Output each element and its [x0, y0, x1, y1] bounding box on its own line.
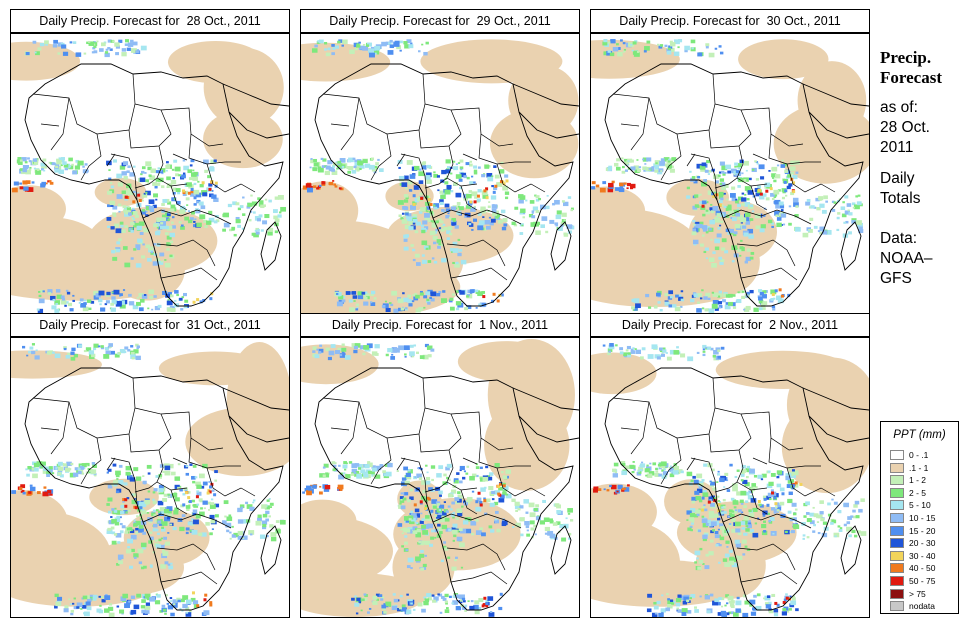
legend-swatch: [890, 500, 904, 511]
as-of-date: as of: 28 Oct. 2011: [880, 98, 965, 158]
legend-swatch: [890, 475, 904, 486]
legend-label: 30 - 40: [909, 550, 936, 561]
rain-layer: [593, 343, 867, 617]
legend-swatch: [890, 513, 904, 523]
forecast-panel-31-oct: Daily Precip. Forecast for 31 Oct., 2011: [10, 313, 290, 619]
country-borders: [604, 63, 869, 307]
data-source-name: NOAA–: [880, 250, 933, 267]
data-source-name: GFS: [880, 270, 912, 287]
legend-label: 0 - .1: [909, 450, 929, 460]
legend-label: 10 - 15: [909, 513, 936, 523]
forecast-panel-29-oct: Daily Precip. Forecast for 29 Oct., 2011: [300, 9, 580, 315]
as-of-day: 28 Oct.: [880, 119, 930, 136]
forecast-panel-1-nov: Daily Precip. Forecast for 1 Nov., 2011: [300, 313, 580, 619]
forecast-heading: Precip. Forecast: [880, 48, 965, 88]
data-source-label: Data:: [880, 230, 918, 247]
legend-swatch: [890, 563, 904, 574]
legend-label: nodata: [909, 601, 935, 612]
legend-swatch: [890, 588, 904, 599]
forecast-panel-2-nov: Daily Precip. Forecast for 2 Nov., 2011: [590, 313, 870, 619]
drizzle-layer: [591, 350, 869, 607]
country-borders: [24, 63, 289, 307]
data-source: Data: NOAA– GFS: [880, 229, 965, 289]
legend-swatch: [890, 601, 904, 612]
country-borders: [314, 367, 579, 611]
legend-swatch: [890, 538, 904, 549]
rain-layer: [11, 343, 286, 617]
legend-label: 20 - 30: [909, 538, 936, 549]
totals-line: Daily: [880, 170, 915, 187]
legend-swatch: [890, 550, 904, 561]
panel-title: Daily Precip. Forecast for 30 Oct., 2011: [590, 9, 870, 33]
heading-line: Precip.: [880, 48, 932, 67]
country-borders: [24, 367, 289, 611]
legend-label: > 75: [909, 588, 926, 599]
panel-title: Daily Precip. Forecast for 28 Oct., 2011: [10, 9, 290, 33]
panel-title: Daily Precip. Forecast for 31 Oct., 2011: [10, 313, 290, 337]
legend-label: 15 - 20: [909, 525, 936, 536]
forecast-panel-30-oct: Daily Precip. Forecast for 30 Oct., 2011: [590, 9, 870, 315]
legend-label: 40 - 50: [909, 563, 936, 574]
precip-map: [300, 337, 580, 618]
legend-swatch: [890, 525, 904, 536]
panel-title: Daily Precip. Forecast for 2 Nov., 2011: [590, 313, 870, 337]
africa-map-svg: [591, 39, 869, 313]
totals-note: Daily Totals: [880, 169, 965, 209]
drizzle-layer: [11, 342, 289, 607]
legend-swatch: [890, 487, 904, 498]
drizzle-layer: [301, 39, 579, 313]
rain-layer: [302, 343, 574, 617]
africa-map-svg: [301, 339, 579, 617]
africa-map-svg: [11, 39, 289, 313]
legend-swatch: [890, 450, 904, 460]
rain-layer: [591, 39, 864, 313]
africa-map-svg: [591, 343, 869, 617]
rain-layer: [12, 39, 287, 313]
as-of-year: 2011: [880, 139, 914, 156]
precip-map: [10, 337, 290, 618]
africa-map-svg: [11, 342, 289, 617]
totals-line: Totals: [880, 190, 921, 207]
country-borders: [604, 367, 869, 611]
precip-map: [300, 33, 580, 314]
panel-title: Daily Precip. Forecast for 1 Nov., 2011: [300, 313, 580, 337]
panel-title: Daily Precip. Forecast for 29 Oct., 2011: [300, 9, 580, 33]
legend-label: 1 - 2: [909, 475, 927, 486]
africa-map-svg: [301, 39, 579, 313]
forecast-panel-28-oct: Daily Precip. Forecast for 28 Oct., 2011: [10, 9, 290, 315]
as-of-label: as of:: [880, 99, 918, 116]
legend-swatch: [890, 576, 904, 586]
legend-label: 2 - 5: [909, 487, 927, 498]
heading-line: Forecast: [880, 68, 942, 87]
precip-map: [10, 33, 290, 314]
rain-layer: [302, 39, 575, 313]
legend-title: PPT (mm): [893, 429, 946, 441]
legend-label: 50 - 75: [909, 576, 936, 586]
precip-map: [590, 337, 870, 618]
precip-map: [590, 33, 870, 314]
legend-label: .1 - 1: [909, 462, 929, 473]
legend-label: 5 - 10: [909, 500, 931, 511]
legend-swatch: [890, 462, 904, 473]
country-borders: [314, 63, 579, 307]
